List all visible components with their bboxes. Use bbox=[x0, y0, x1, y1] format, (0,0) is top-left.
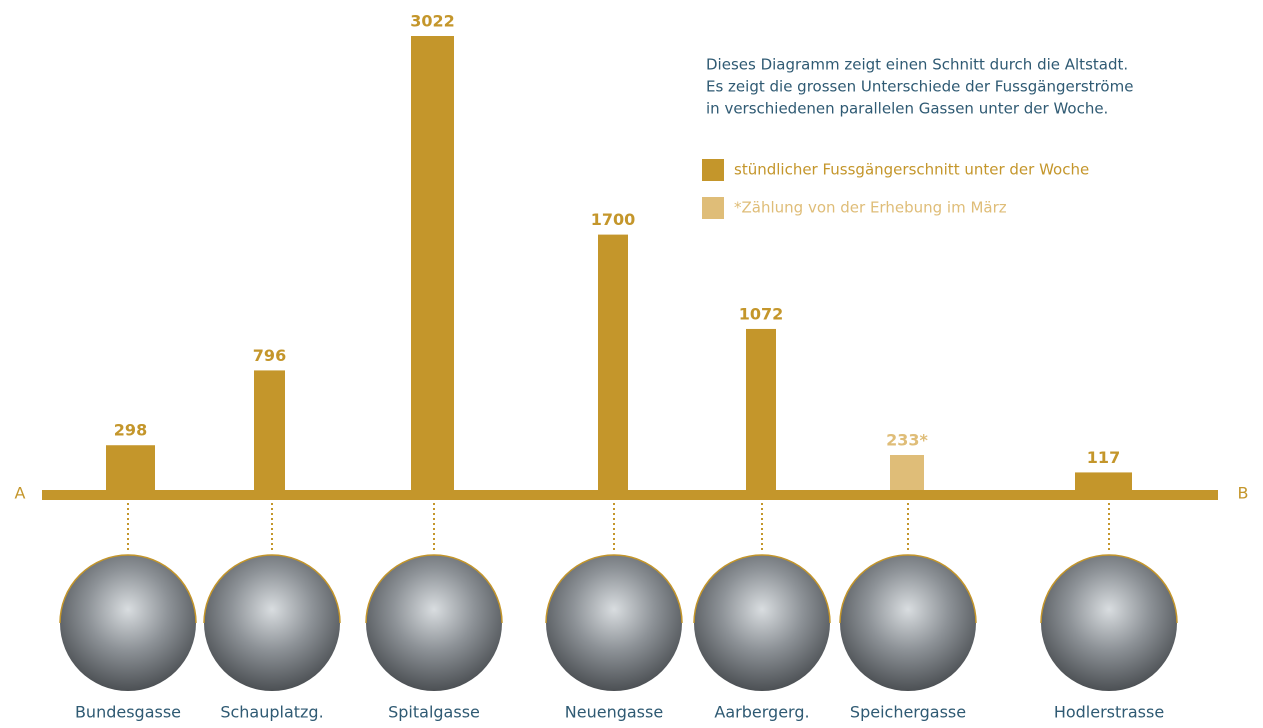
bar bbox=[106, 445, 155, 490]
legend-swatch bbox=[702, 197, 724, 219]
photo-arc bbox=[1040, 554, 1178, 624]
legend-swatch bbox=[702, 159, 724, 181]
street-photo bbox=[204, 555, 340, 691]
category-label: Spitalgasse bbox=[388, 703, 480, 722]
value-label: 1700 bbox=[591, 210, 636, 229]
photo-arc bbox=[365, 554, 503, 624]
street-photo bbox=[60, 555, 196, 691]
photo-arc bbox=[59, 554, 197, 624]
annotation-line: Es zeigt die grossen Unterschiede der Fu… bbox=[706, 78, 1133, 96]
annotation-line: in verschiedenen parallelen Gassen unter… bbox=[706, 100, 1108, 118]
legend-label: *Zählung von der Erhebung im März bbox=[734, 199, 1007, 217]
category-label: Neuengasse bbox=[565, 703, 663, 722]
bar bbox=[598, 234, 628, 490]
value-label: 1072 bbox=[739, 304, 784, 323]
category-label: Bundesgasse bbox=[75, 703, 181, 722]
category-label: Speichergasse bbox=[850, 703, 966, 722]
bar bbox=[254, 370, 285, 490]
legend-label: stündlicher Fussgängerschnitt unter der … bbox=[734, 161, 1089, 179]
category-label: Aarbergerg. bbox=[714, 703, 809, 722]
street-photo bbox=[366, 555, 502, 691]
value-label: 117 bbox=[1087, 448, 1120, 467]
street-photo bbox=[546, 555, 682, 691]
annotation-line: Dieses Diagramm zeigt einen Schnitt durc… bbox=[706, 56, 1128, 74]
start-label: A bbox=[15, 484, 26, 503]
value-label: 3022 bbox=[410, 12, 455, 31]
photo-arc bbox=[839, 554, 977, 624]
photo-arc bbox=[545, 554, 683, 624]
category-label: Hodlerstrasse bbox=[1054, 703, 1164, 722]
street-photo bbox=[1041, 555, 1177, 691]
bar bbox=[890, 454, 924, 490]
photo-arc bbox=[203, 554, 341, 624]
bar bbox=[411, 36, 454, 490]
value-label: 298 bbox=[114, 421, 147, 440]
value-label: 796 bbox=[253, 346, 286, 365]
category-label: Schauplatzg. bbox=[220, 703, 323, 722]
baseline bbox=[42, 490, 1218, 500]
street-photo bbox=[840, 555, 976, 691]
street-photo bbox=[694, 555, 830, 691]
annotation: Dieses Diagramm zeigt einen Schnitt durc… bbox=[706, 56, 1133, 118]
bar bbox=[746, 328, 776, 490]
photo-arc bbox=[693, 554, 831, 624]
end-label: B bbox=[1238, 484, 1249, 503]
value-label: 233* bbox=[886, 430, 928, 449]
bar bbox=[1075, 472, 1132, 490]
